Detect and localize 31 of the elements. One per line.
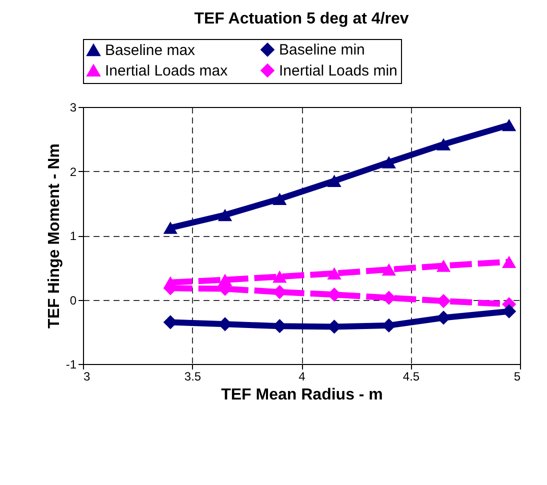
point <box>218 208 232 222</box>
x-axis-title: TEF Mean Radius - m <box>221 386 383 404</box>
x-tick-label: 3.5 <box>184 370 202 384</box>
point <box>436 260 451 272</box>
point <box>272 192 287 205</box>
point <box>272 270 287 283</box>
x-tick-label: 3 <box>84 370 90 384</box>
chart-title: TEF Actuation 5 deg at 4/rev <box>194 10 409 28</box>
y-tick-label: 2 <box>70 164 77 179</box>
y-axis-title: TEF Hinge Moment - Nm <box>46 144 63 328</box>
legend-label: Inertial Loads min <box>279 62 398 80</box>
point <box>382 156 396 168</box>
point <box>218 274 232 286</box>
y-tick-label: 3 <box>70 100 77 114</box>
y-tick-label: 1 <box>70 229 77 243</box>
x-tick-label: 4.5 <box>402 370 420 384</box>
point <box>502 118 516 132</box>
x-tick-label: 5 <box>514 370 521 384</box>
point <box>163 222 178 234</box>
x-tick-label: 4 <box>298 370 306 384</box>
point <box>327 174 342 188</box>
point <box>382 263 396 276</box>
y-tick-label: 0 <box>70 293 77 308</box>
point <box>163 276 178 289</box>
legend-label: Baseline min <box>279 42 365 59</box>
legend-label: Baseline max <box>105 42 196 60</box>
legend-label: Inertial Loads max <box>105 62 228 80</box>
point <box>327 267 342 280</box>
y-tick-label: -1 <box>66 358 77 372</box>
point <box>436 138 451 150</box>
point <box>502 256 516 268</box>
